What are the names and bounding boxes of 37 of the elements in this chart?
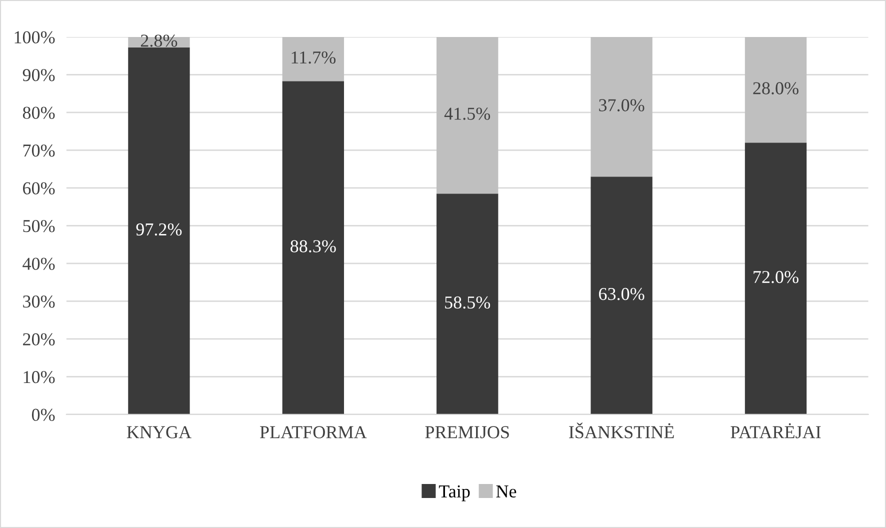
y-tick-label: 30% [23, 295, 55, 308]
y-tick-label: 90% [22, 68, 55, 82]
y-tick-label: 70% [23, 144, 55, 157]
data-label: 37.0% [599, 99, 644, 112]
bar [590, 36, 652, 177]
bar [436, 194, 498, 414]
y-tick-label: 80% [22, 106, 55, 119]
y-tick-label: 100% [14, 31, 55, 44]
x-tick-label: PLATFORMA [260, 426, 367, 438]
y-tick-label: 50% [23, 220, 55, 232]
data-label: 63.0% [599, 288, 644, 300]
data-label: 97.2% [136, 223, 182, 236]
y-tick-label: 10% [24, 370, 55, 384]
data-label: 2.8% [140, 34, 178, 47]
legend-label: Ne [496, 486, 516, 498]
x-tick-label: IŠANKSTINĖ [569, 422, 674, 438]
bar [744, 36, 807, 143]
y-tick-label: 20% [23, 333, 55, 346]
legend-label: Taip [438, 485, 470, 502]
data-label: 41.5% [444, 108, 490, 120]
y-tick-label: 0% [32, 408, 55, 421]
y-tick-label: 60% [23, 182, 55, 194]
x-tick-label: PREMIJOS [425, 426, 509, 438]
bar [744, 142, 807, 414]
bar [282, 36, 344, 82]
data-label: 11.7% [292, 51, 336, 64]
data-label: 28.0% [753, 82, 798, 94]
y-tick-label: 40% [22, 258, 55, 270]
bar [128, 48, 190, 414]
bar [590, 176, 652, 414]
data-label: 88.3% [290, 240, 336, 252]
data-label: 72.0% [754, 270, 798, 284]
x-tick-label: KNYGA [126, 426, 192, 438]
data-label: 58.5% [445, 296, 490, 309]
bar [436, 36, 498, 194]
bar [282, 81, 344, 414]
x-tick-label: PATARĖJAI [730, 423, 821, 438]
